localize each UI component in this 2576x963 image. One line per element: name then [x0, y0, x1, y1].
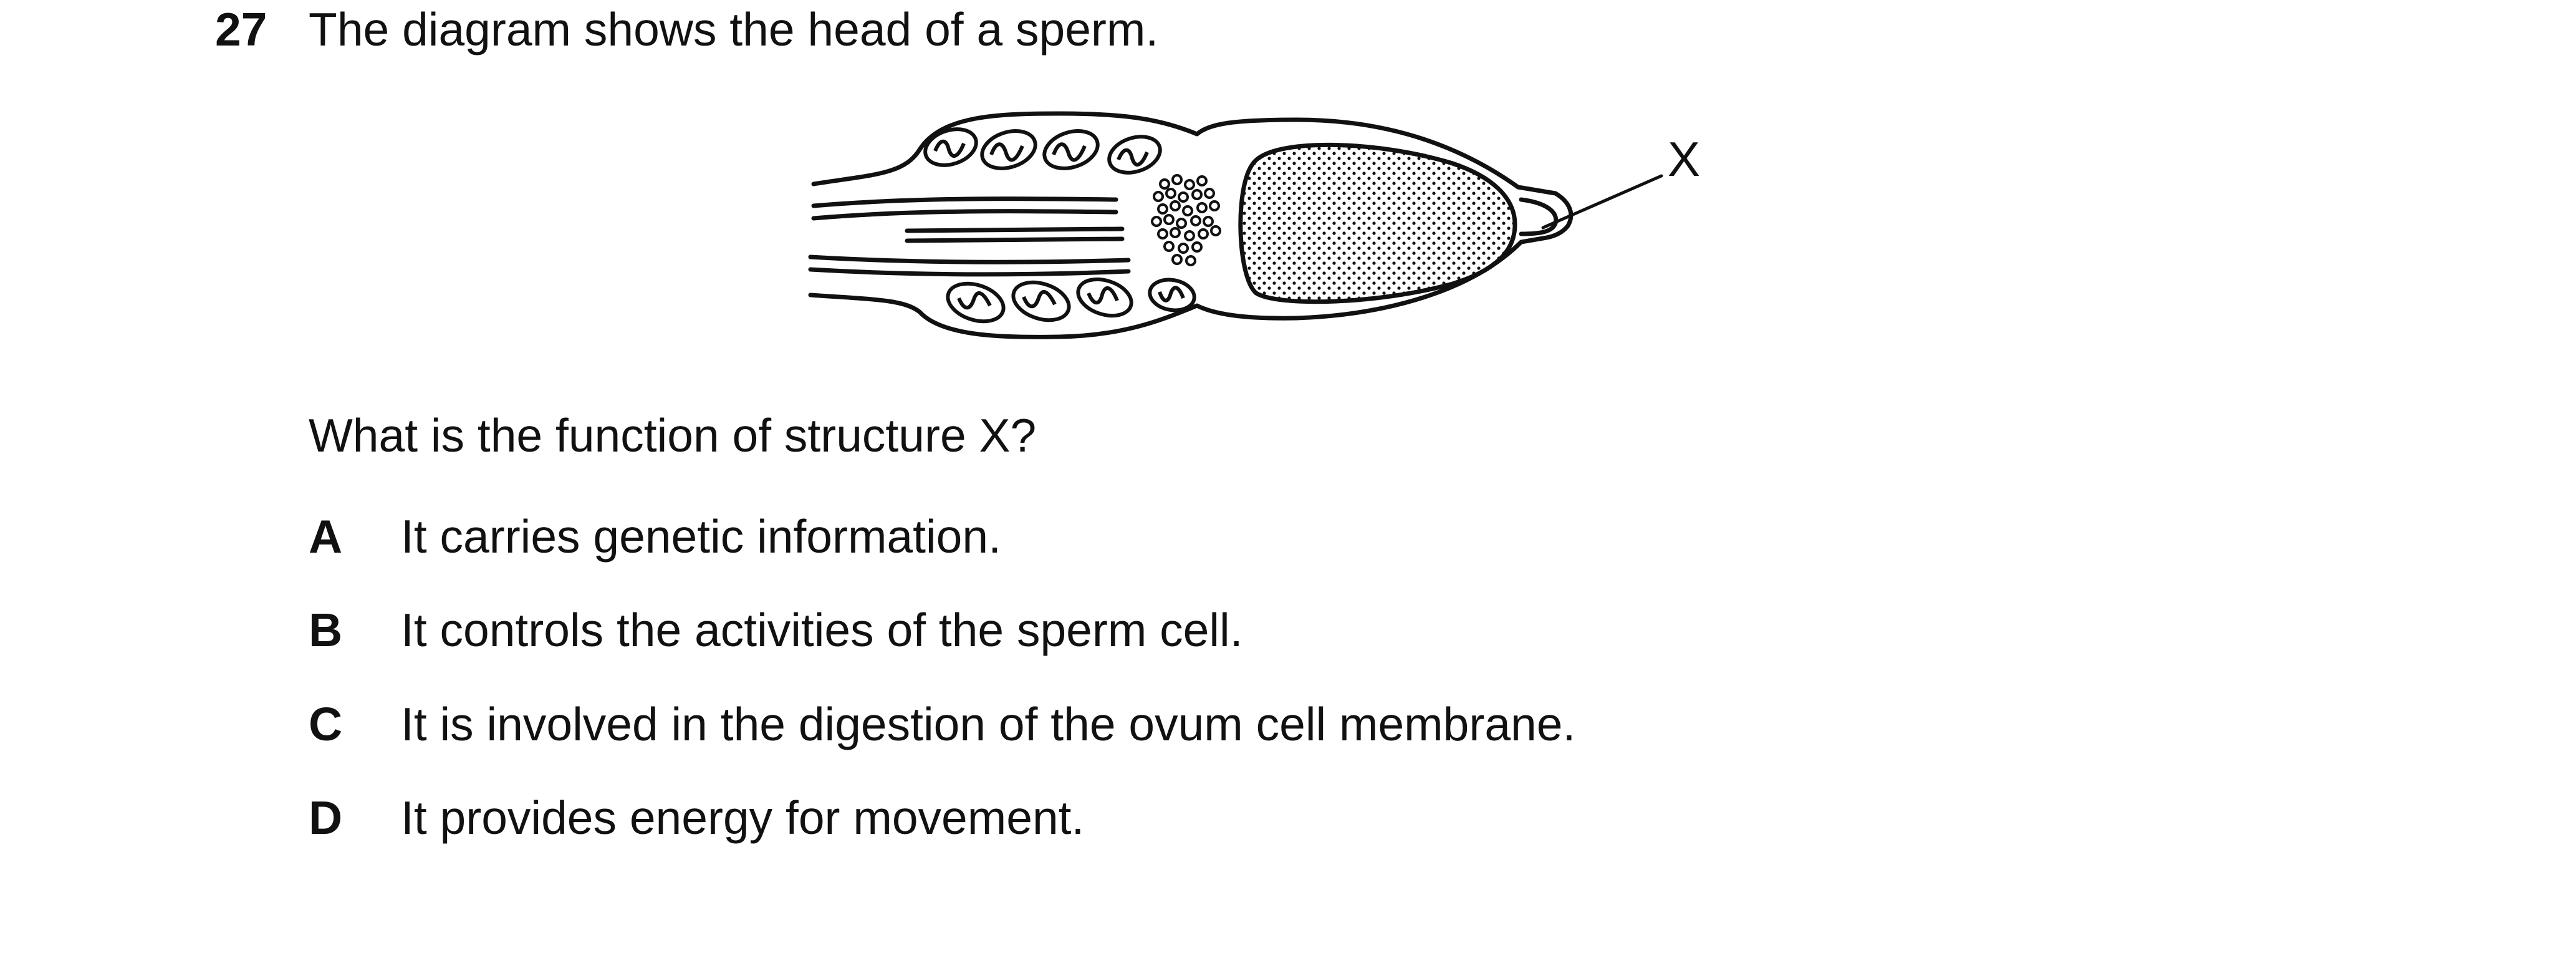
mitochondria-top	[923, 127, 1162, 175]
option-text: It carries genetic information.	[401, 510, 1001, 563]
axial-filament	[811, 209, 1118, 221]
option-letter: C	[309, 698, 343, 750]
axial-filament	[811, 196, 1118, 208]
mitochondrion	[1107, 135, 1162, 175]
nucleus	[1238, 142, 1517, 304]
question-prompt: What is the function of structure X?	[309, 409, 1037, 462]
axial-filament	[808, 254, 1131, 264]
axial-filament	[905, 226, 1125, 233]
mitochondrion	[923, 127, 978, 167]
option-letter: A	[309, 510, 343, 563]
mitochondria-bottom	[946, 277, 1196, 324]
label-x: X	[1668, 132, 1700, 186]
mitochondrion	[1011, 280, 1071, 322]
mitochondrion	[946, 281, 1006, 324]
option-letter: B	[309, 604, 343, 656]
cell-membrane-outline	[808, 111, 1574, 339]
centriole-granules	[1151, 174, 1221, 266]
mitochondrion	[1148, 278, 1196, 312]
axial-filament	[905, 236, 1125, 243]
axial-filament	[808, 267, 1131, 277]
mitochondrion	[980, 129, 1037, 170]
question-number: 27	[215, 3, 267, 56]
mitochondrion	[1042, 129, 1100, 170]
sperm-head-diagram: X	[798, 106, 1795, 362]
acrosome-cap	[1519, 197, 1559, 236]
label-line-x	[1541, 174, 1663, 230]
mitochondrion	[1076, 277, 1133, 318]
question-stem: The diagram shows the head of a sperm.	[309, 3, 1159, 56]
option-text: It provides energy for movement.	[401, 791, 1085, 844]
option-text: It controls the activities of the sperm …	[401, 604, 1243, 656]
option-letter: D	[309, 791, 343, 844]
option-text: It is involved in the digestion of the o…	[401, 698, 1576, 750]
sperm-head-drawing: X	[808, 111, 1700, 339]
